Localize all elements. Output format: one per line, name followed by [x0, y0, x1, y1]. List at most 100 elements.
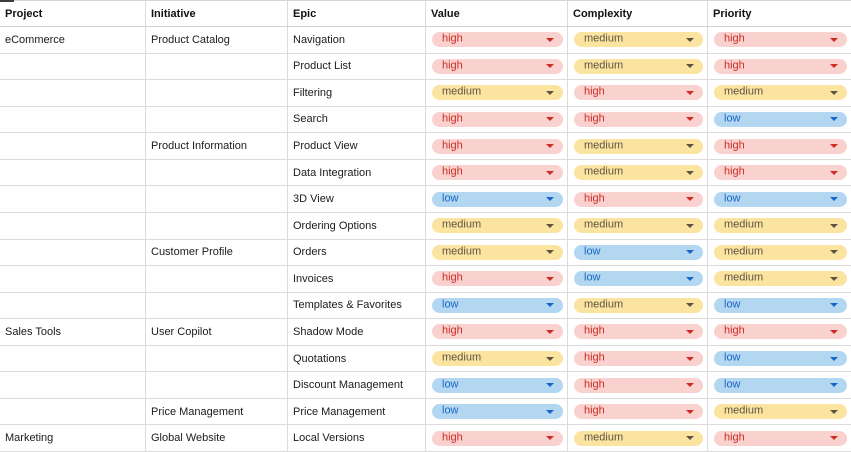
priority-dropdown[interactable]: high [714, 32, 847, 48]
project-cell [0, 239, 146, 266]
priority-dropdown[interactable]: medium [714, 218, 847, 234]
value-dropdown-value: high [442, 165, 463, 178]
value-dropdown[interactable]: high [432, 111, 563, 127]
value-dropdown[interactable]: high [432, 32, 563, 48]
complexity-dropdown-value: low [584, 245, 601, 258]
complexity-dropdown[interactable]: medium [574, 58, 703, 74]
priority-dropdown[interactable]: high [714, 58, 847, 74]
priority-cell: low [708, 372, 851, 398]
epic-cell: Data Integration [288, 159, 426, 186]
priority-cell: medium [708, 212, 851, 239]
priority-dropdown[interactable]: low [714, 377, 847, 393]
complexity-dropdown-value: high [584, 112, 605, 125]
epic-cell: Price Management [288, 398, 426, 425]
priority-dropdown[interactable]: medium [714, 271, 847, 287]
value-dropdown[interactable]: medium [432, 85, 563, 101]
initiative-cell [146, 212, 288, 239]
value-dropdown[interactable]: medium [432, 218, 563, 234]
complexity-cell: low [568, 266, 708, 292]
complexity-dropdown[interactable]: high [574, 377, 703, 393]
priority-dropdown[interactable]: low [714, 297, 847, 313]
initiative-cell [146, 159, 288, 186]
column-header-complexity: Complexity [568, 1, 708, 26]
table-row: Search high high low [0, 106, 851, 134]
priority-dropdown[interactable]: high [714, 165, 847, 181]
complexity-dropdown[interactable]: high [574, 85, 703, 101]
priority-dropdown[interactable]: medium [714, 404, 847, 420]
initiative-cell: Customer Profile [146, 239, 288, 266]
priority-dropdown[interactable]: high [714, 324, 847, 340]
value-dropdown[interactable]: medium [432, 244, 563, 260]
epic-cell: Ordering Options [288, 212, 426, 239]
epic-cell: Product List [288, 53, 426, 80]
complexity-cell: low [568, 239, 708, 266]
epic-cell: Product View [288, 133, 426, 159]
value-dropdown-value: high [442, 112, 463, 125]
complexity-dropdown[interactable]: medium [574, 218, 703, 234]
epic-cell: Templates & Favorites [288, 292, 426, 319]
chevron-down-icon [830, 144, 838, 149]
complexity-dropdown[interactable]: high [574, 111, 703, 127]
value-dropdown[interactable]: low [432, 191, 563, 207]
complexity-cell: medium [568, 53, 708, 80]
complexity-dropdown[interactable]: high [574, 191, 703, 207]
value-cell: medium [426, 345, 568, 372]
initiative-cell [146, 266, 288, 292]
value-dropdown[interactable]: low [432, 377, 563, 393]
complexity-dropdown[interactable]: medium [574, 165, 703, 181]
epic-cell: Search [288, 106, 426, 133]
priority-dropdown[interactable]: medium [714, 85, 847, 101]
value-cell: high [426, 425, 568, 451]
chevron-down-icon [830, 409, 838, 414]
value-dropdown[interactable]: high [432, 271, 563, 287]
value-dropdown[interactable]: high [432, 58, 563, 74]
value-dropdown[interactable]: high [432, 430, 563, 446]
priority-dropdown[interactable]: low [714, 351, 847, 367]
complexity-dropdown[interactable]: high [574, 351, 703, 367]
value-dropdown-value: low [442, 404, 459, 417]
priority-dropdown[interactable]: low [714, 111, 847, 127]
priority-dropdown[interactable]: high [714, 138, 847, 154]
value-dropdown[interactable]: high [432, 138, 563, 154]
priority-dropdown-value: low [724, 112, 741, 125]
chevron-down-icon [546, 356, 554, 361]
priority-dropdown[interactable]: high [714, 430, 847, 446]
chevron-down-icon [686, 223, 694, 228]
chevron-down-icon [830, 250, 838, 255]
chevron-down-icon [686, 383, 694, 388]
value-dropdown[interactable]: medium [432, 351, 563, 367]
complexity-dropdown[interactable]: medium [574, 297, 703, 313]
chevron-down-icon [686, 64, 694, 69]
complexity-dropdown[interactable]: low [574, 244, 703, 260]
table-row: eCommerce Product Catalog Navigation high me… [0, 27, 851, 54]
value-cell: high [426, 106, 568, 133]
value-dropdown[interactable]: low [432, 297, 563, 313]
chevron-down-icon [686, 170, 694, 175]
value-dropdown-value: low [442, 192, 459, 205]
chevron-down-icon [686, 37, 694, 42]
header-row: Project Initiative Epic Value Complexity… [0, 0, 851, 27]
priority-dropdown[interactable]: medium [714, 244, 847, 260]
complexity-dropdown[interactable]: medium [574, 32, 703, 48]
priority-cell: high [708, 53, 851, 80]
value-cell: low [426, 292, 568, 319]
value-dropdown[interactable]: low [432, 404, 563, 420]
complexity-dropdown-value: medium [584, 139, 624, 152]
value-dropdown[interactable]: high [432, 165, 563, 181]
epic-cell: Shadow Mode [288, 319, 426, 345]
complexity-dropdown[interactable]: medium [574, 138, 703, 154]
project-cell: Sales Tools [0, 319, 146, 345]
complexity-dropdown[interactable]: medium [574, 430, 703, 446]
priority-cell: medium [708, 239, 851, 266]
complexity-dropdown[interactable]: high [574, 324, 703, 340]
value-dropdown[interactable]: high [432, 324, 563, 340]
initiative-cell [146, 106, 288, 133]
priority-cell: low [708, 186, 851, 212]
initiative-cell: User Copilot [146, 319, 288, 345]
chevron-down-icon [830, 383, 838, 388]
complexity-dropdown[interactable]: high [574, 404, 703, 420]
priority-dropdown-value: high [724, 32, 745, 45]
column-header-initiative: Initiative [146, 1, 288, 26]
priority-dropdown[interactable]: low [714, 191, 847, 207]
complexity-dropdown[interactable]: low [574, 271, 703, 287]
